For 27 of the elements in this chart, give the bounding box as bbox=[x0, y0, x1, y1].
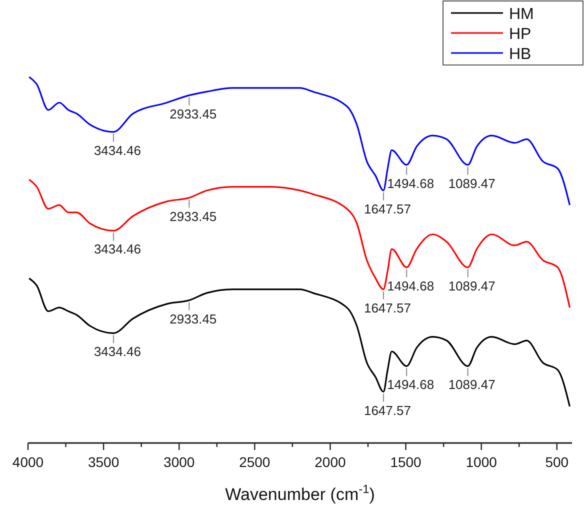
annotation: 1647.57 bbox=[364, 300, 411, 316]
annotation: 1089.47 bbox=[448, 377, 496, 392]
annotation: 1494.68 bbox=[387, 176, 434, 191]
x-tick-label: 2000 bbox=[314, 454, 346, 470]
annotation: 2933.45 bbox=[170, 311, 217, 326]
annotation: 1647.57 bbox=[364, 402, 411, 418]
x-tick-label: 4000 bbox=[12, 454, 44, 470]
x-tick-label: 500 bbox=[545, 454, 569, 470]
x-tick-label: 1500 bbox=[390, 454, 422, 470]
annotation: 1089.47 bbox=[448, 176, 496, 191]
annotation: 1089.47 bbox=[448, 278, 496, 294]
annotation: 1494.68 bbox=[387, 377, 434, 392]
legend-label: HM bbox=[509, 6, 534, 23]
x-tick-label: 1000 bbox=[466, 454, 498, 470]
x-tick-label: 2500 bbox=[239, 454, 270, 470]
annotation: 2933.45 bbox=[170, 106, 217, 122]
annotation: 2933.45 bbox=[170, 208, 217, 224]
x-tick-label: 3500 bbox=[88, 454, 120, 470]
annotation: 1494.68 bbox=[387, 278, 434, 294]
annotation: 1647.57 bbox=[364, 201, 411, 216]
annotation: 3434.46 bbox=[94, 344, 141, 360]
annotation: 3434.46 bbox=[94, 142, 141, 158]
legend-label: HP bbox=[509, 26, 532, 43]
annotation: 3434.46 bbox=[94, 242, 141, 257]
x-axis-title: Wavenumber (cm$^{-1}$) bbox=[225, 482, 375, 504]
legend-label: HB bbox=[509, 46, 532, 63]
x-tick-label: 3000 bbox=[164, 454, 195, 470]
